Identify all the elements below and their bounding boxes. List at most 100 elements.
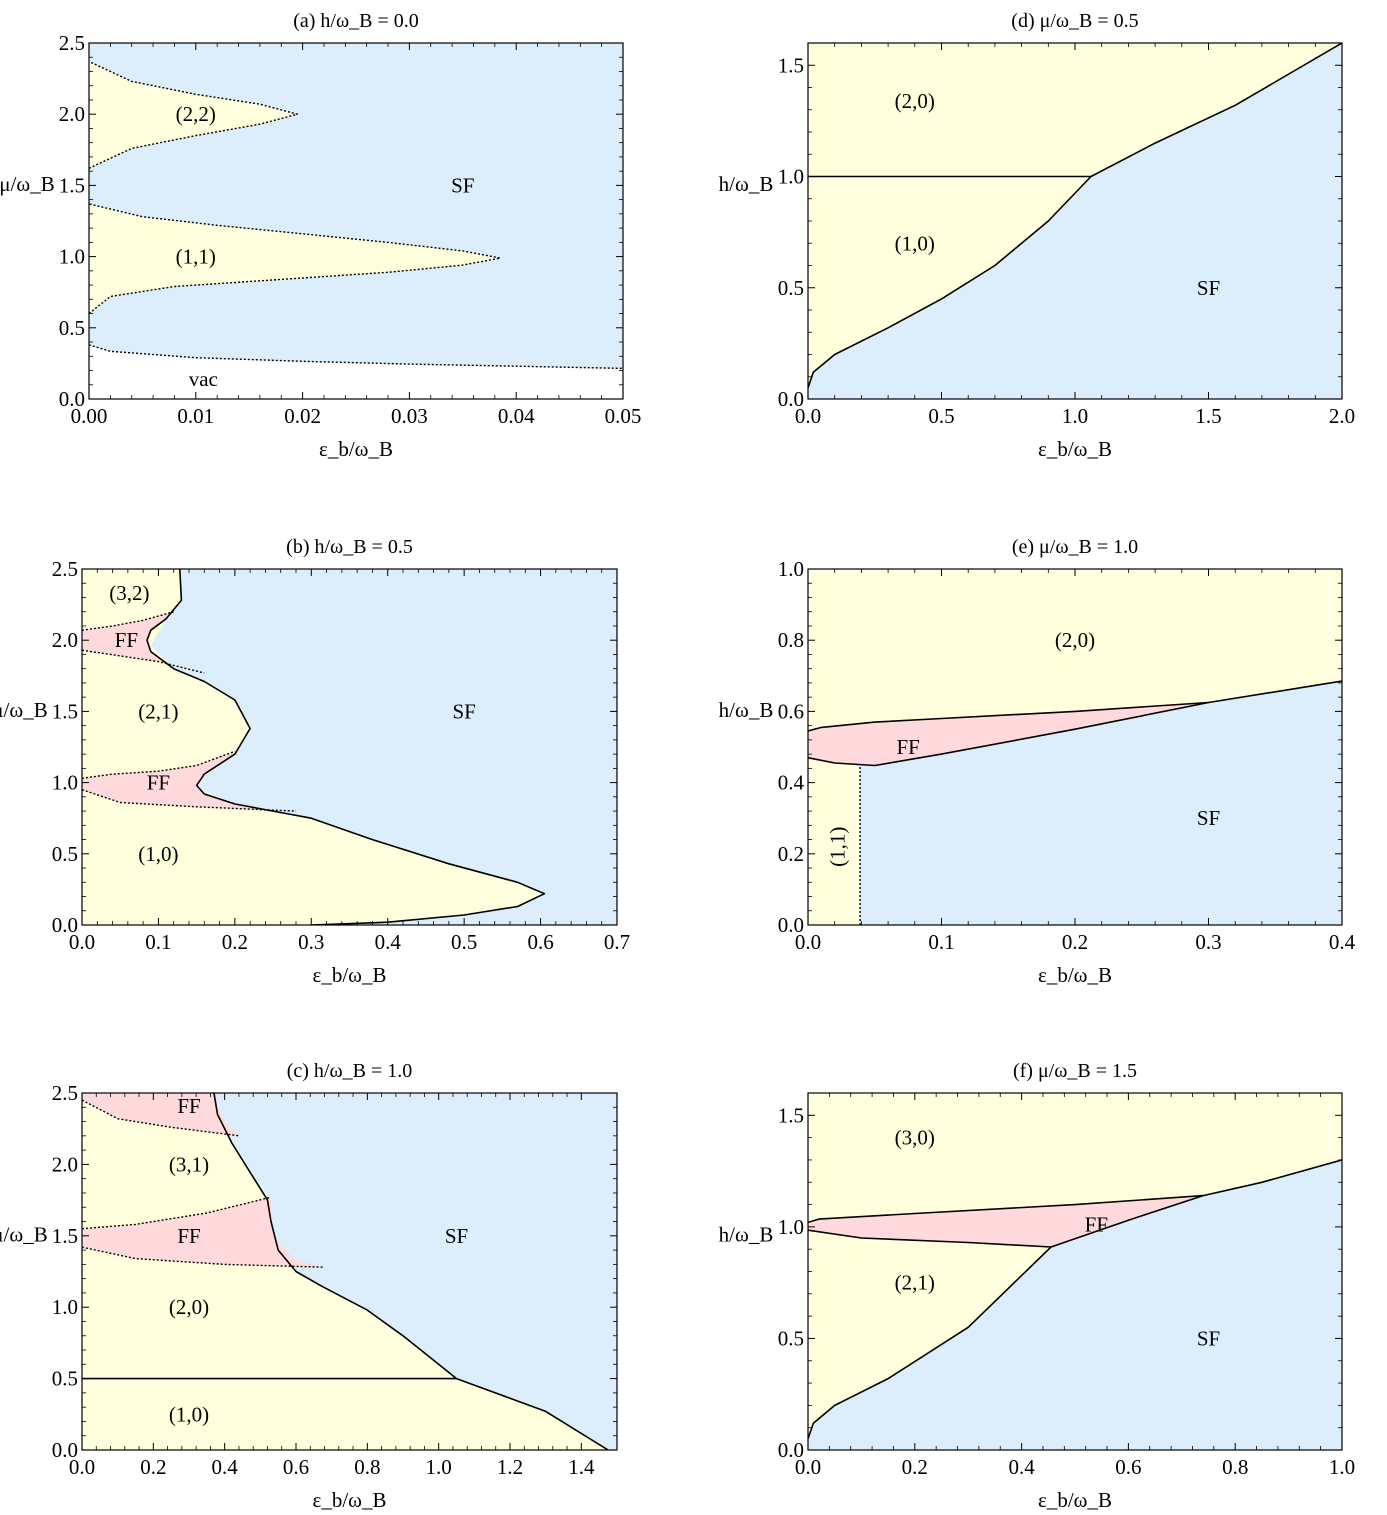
region-label: FF bbox=[115, 628, 138, 652]
region-ordered-0 bbox=[808, 569, 1342, 731]
x-tick-label: 1.0 bbox=[1062, 404, 1088, 428]
panel-title: (e) μ/ω_B = 1.0 bbox=[1012, 536, 1138, 558]
phase-boundary-dotted-1 bbox=[82, 789, 297, 812]
plot-area bbox=[82, 1093, 609, 1450]
x-tick-label: 0.6 bbox=[283, 1455, 309, 1479]
region-label: (2,2) bbox=[176, 102, 216, 126]
region-ordered-0 bbox=[82, 569, 545, 925]
phase-boundary-dotted-4 bbox=[82, 611, 174, 631]
y-axis-label: μ/ω_B bbox=[0, 172, 55, 196]
x-axis-label: ε_b/ω_B bbox=[1038, 963, 1112, 987]
plot-area bbox=[82, 569, 546, 925]
x-tick-label: 1.2 bbox=[497, 1455, 523, 1479]
panel-d: 0.0 0.5 1.0 1.5 2.0 0.0 0.5 1.0 1.5 (d) μ/ω_B = 0… bbox=[719, 10, 1355, 461]
region-ordered-0 bbox=[82, 1093, 609, 1450]
region-label: FF bbox=[147, 771, 170, 795]
y-tick-label: 1.5 bbox=[52, 1224, 78, 1248]
x-tick-label: 0.4 bbox=[212, 1455, 239, 1479]
region-ff-2 bbox=[82, 611, 205, 673]
x-tick-label: 0.05 bbox=[605, 404, 642, 428]
region-label: (1,1) bbox=[176, 245, 216, 269]
y-tick-label: 0.5 bbox=[52, 1367, 78, 1391]
phase-boundary-dotted-0 bbox=[89, 344, 623, 370]
x-axis-label: ε_b/ω_B bbox=[313, 963, 387, 987]
region-ordered-1 bbox=[808, 1093, 1342, 1223]
region-label: vac bbox=[189, 367, 218, 391]
panel-title: (c) h/ω_B = 1.0 bbox=[287, 1060, 413, 1082]
y-tick-label: 2.5 bbox=[52, 1081, 78, 1105]
x-tick-label: 0.04 bbox=[498, 404, 535, 428]
panel-title: (a) h/ω_B = 0.0 bbox=[293, 10, 419, 32]
phase-boundary-solid-1 bbox=[808, 1194, 1204, 1224]
y-tick-label: 1.0 bbox=[52, 1295, 78, 1319]
panel-title: (d) μ/ω_B = 0.5 bbox=[1011, 10, 1138, 32]
y-tick-label: 2.5 bbox=[59, 31, 85, 55]
phase-boundary-dotted-4 bbox=[82, 1099, 239, 1137]
phase-boundary-dotted-1 bbox=[89, 203, 501, 315]
y-tick-label: 0.5 bbox=[778, 276, 804, 300]
y-tick-label: 1.0 bbox=[778, 557, 804, 581]
y-tick-label: 0.0 bbox=[52, 1438, 78, 1462]
x-tick-label: 0.02 bbox=[284, 404, 321, 428]
y-tick-label: 1.0 bbox=[59, 245, 85, 269]
phase-boundary-solid-0 bbox=[213, 1093, 609, 1450]
x-tick-label: 0.1 bbox=[928, 930, 954, 954]
y-tick-label: 0.5 bbox=[59, 316, 85, 340]
x-tick-label: 0.7 bbox=[604, 930, 630, 954]
y-tick-label: 0.0 bbox=[778, 387, 804, 411]
x-tick-label: 0.4 bbox=[1329, 930, 1356, 954]
panel-title: (b) h/ω_B = 0.5 bbox=[286, 536, 413, 558]
panel-title: (f) μ/ω_B = 1.5 bbox=[1013, 1060, 1137, 1082]
region-ordered-2 bbox=[89, 61, 298, 169]
phase-boundary-dotted-3 bbox=[82, 1196, 272, 1230]
phase-boundary-solid-0 bbox=[146, 569, 546, 925]
region-label: (1,0) bbox=[138, 842, 178, 866]
region-label: FF bbox=[177, 1224, 200, 1248]
y-tick-label: 0.0 bbox=[52, 913, 78, 937]
y-tick-label: 0.2 bbox=[778, 842, 804, 866]
x-tick-label: 0.8 bbox=[1222, 1455, 1248, 1479]
plot-area bbox=[808, 1093, 1342, 1440]
y-tick-label: 1.5 bbox=[59, 173, 85, 197]
phase-boundary-solid-0 bbox=[808, 43, 1342, 389]
y-tick-label: 1.0 bbox=[52, 771, 78, 795]
x-tick-label: 0.3 bbox=[298, 930, 324, 954]
region-label: FF bbox=[1085, 1213, 1108, 1237]
region-label: (2,0) bbox=[169, 1295, 209, 1319]
region-ordered-1 bbox=[808, 759, 861, 925]
region-ff-2 bbox=[808, 1195, 1204, 1247]
phase-boundary-dotted-2 bbox=[82, 750, 236, 779]
y-axis-label: μ/ω_B bbox=[0, 1223, 48, 1247]
y-tick-label: 0.0 bbox=[59, 387, 85, 411]
x-axis-label: ε_b/ω_B bbox=[313, 1488, 387, 1512]
x-tick-label: 0.2 bbox=[140, 1455, 166, 1479]
x-tick-label: 0.1 bbox=[145, 930, 171, 954]
y-tick-label: 1.0 bbox=[778, 1215, 804, 1239]
x-tick-label: 0.2 bbox=[1062, 930, 1088, 954]
y-tick-label: 1.0 bbox=[778, 165, 804, 189]
region-label: (2,1) bbox=[895, 1271, 935, 1295]
x-tick-label: 2.0 bbox=[1329, 404, 1355, 428]
panel-c: 0.0 0.2 0.4 0.6 0.8 1.0 1.2 1.4 0.0 0.5 1.0 1.5 2.0 2… bbox=[0, 1060, 618, 1512]
region-label: SF bbox=[1197, 276, 1220, 300]
x-tick-label: 0.0 bbox=[795, 404, 821, 428]
plot-area bbox=[808, 569, 1342, 925]
panel-e: 0.0 0.1 0.2 0.3 0.4 0.0 0.2 0.4 0.6 0.8 1.0 (e) μ/ω… bbox=[719, 536, 1356, 987]
region-label: SF bbox=[451, 173, 474, 197]
x-tick-label: 0.00 bbox=[71, 404, 108, 428]
y-tick-label: 2.0 bbox=[52, 628, 78, 652]
phase-boundary-dotted-3 bbox=[82, 649, 205, 674]
y-axis-label: h/ω_B bbox=[719, 698, 774, 722]
y-tick-label: 1.5 bbox=[778, 1103, 804, 1127]
x-axis-label: ε_b/ω_B bbox=[1038, 437, 1112, 461]
y-tick-label: 0.5 bbox=[778, 1326, 804, 1350]
region-label: (2,1) bbox=[138, 699, 178, 723]
region-label: (3,2) bbox=[109, 581, 149, 605]
y-tick-label: 0.6 bbox=[778, 699, 804, 723]
region-label: SF bbox=[452, 699, 475, 723]
x-tick-label: 0.01 bbox=[177, 404, 214, 428]
x-tick-label: 0.0 bbox=[69, 1455, 95, 1479]
x-tick-label: 0.4 bbox=[1008, 1455, 1035, 1479]
panel-b: 0.0 0.1 0.2 0.3 0.4 0.5 0.6 0.7 0.0 0.5 1.0 1.5 2.0 2… bbox=[0, 536, 630, 987]
x-tick-label: 0.5 bbox=[928, 404, 954, 428]
